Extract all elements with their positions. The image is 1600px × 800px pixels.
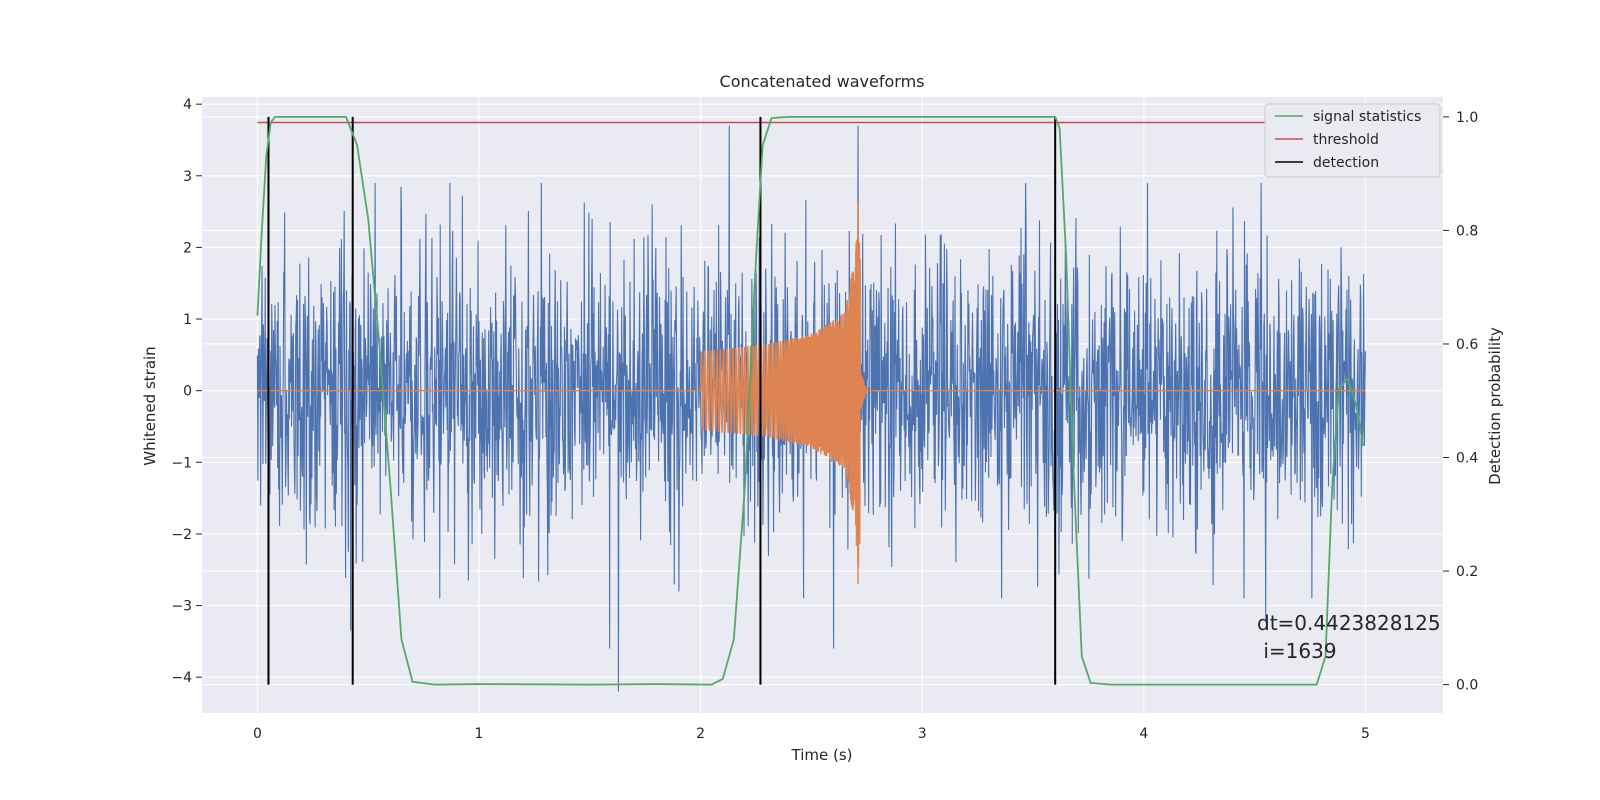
y-tick-label-right: 0.2: [1456, 564, 1478, 580]
detection-series: [267, 116, 1057, 685]
y-tick-label-left: −4: [171, 670, 192, 686]
y-axis-title-left: Whitened strain: [141, 346, 159, 465]
annotation-index: i=1639: [1257, 639, 1337, 663]
legend: signal statistics threshold detection: [1264, 103, 1441, 178]
x-tick-label: 2: [696, 726, 705, 742]
y-tick-label-left: 1: [183, 312, 192, 328]
tick-labels: 0 1 2 3 4 5 −4 −3 −2 −1 0 1 2 3 4 0.0 0.2 0.4 0.6 0.8 1.0: [171, 97, 1478, 742]
x-tick-label: 0: [253, 726, 262, 742]
y-tick-label-left: −2: [171, 527, 192, 543]
y-tick-label-left: 2: [183, 240, 192, 256]
injection-line: [257, 202, 1366, 585]
plot-area: [256, 115, 1366, 692]
legend-label-detection: detection: [1313, 155, 1379, 171]
y-tick-label-left: 0: [183, 384, 192, 400]
legend-label-signal-statistics: signal statistics: [1313, 109, 1421, 125]
y-tick-label-left: 3: [183, 169, 192, 185]
signal-statistics-line: [256, 115, 1365, 686]
y-tick-label-left: −1: [171, 455, 192, 471]
y-tick-label-left: 4: [183, 97, 192, 113]
x-tick-label: 1: [475, 726, 484, 742]
y-tick-label-left: −3: [171, 599, 192, 615]
legend-label-threshold: threshold: [1313, 132, 1379, 148]
signal-statistics-series: [256, 115, 1365, 686]
x-tick-label: 5: [1361, 726, 1370, 742]
y-tick-label-right: 0.6: [1456, 337, 1478, 353]
y-axis-title-right: Detection probability: [1486, 327, 1504, 485]
x-axis-title: Time (s): [791, 746, 853, 764]
x-tick-label: 3: [918, 726, 927, 742]
annotation: dt=0.4423828125 i=1639: [1257, 611, 1441, 663]
y-tick-label-right: 1.0: [1456, 110, 1478, 126]
injection-series: [257, 202, 1366, 585]
legend-box: [1264, 103, 1441, 178]
y-tick-label-right: 0.8: [1456, 223, 1478, 239]
x-tick-label: 4: [1139, 726, 1148, 742]
y-tick-label-right: 0.0: [1456, 678, 1478, 694]
y-tick-label-right: 0.4: [1456, 451, 1478, 467]
annotation-dt: dt=0.4423828125: [1257, 611, 1441, 635]
chart-title: Concatenated waveforms: [720, 72, 925, 91]
